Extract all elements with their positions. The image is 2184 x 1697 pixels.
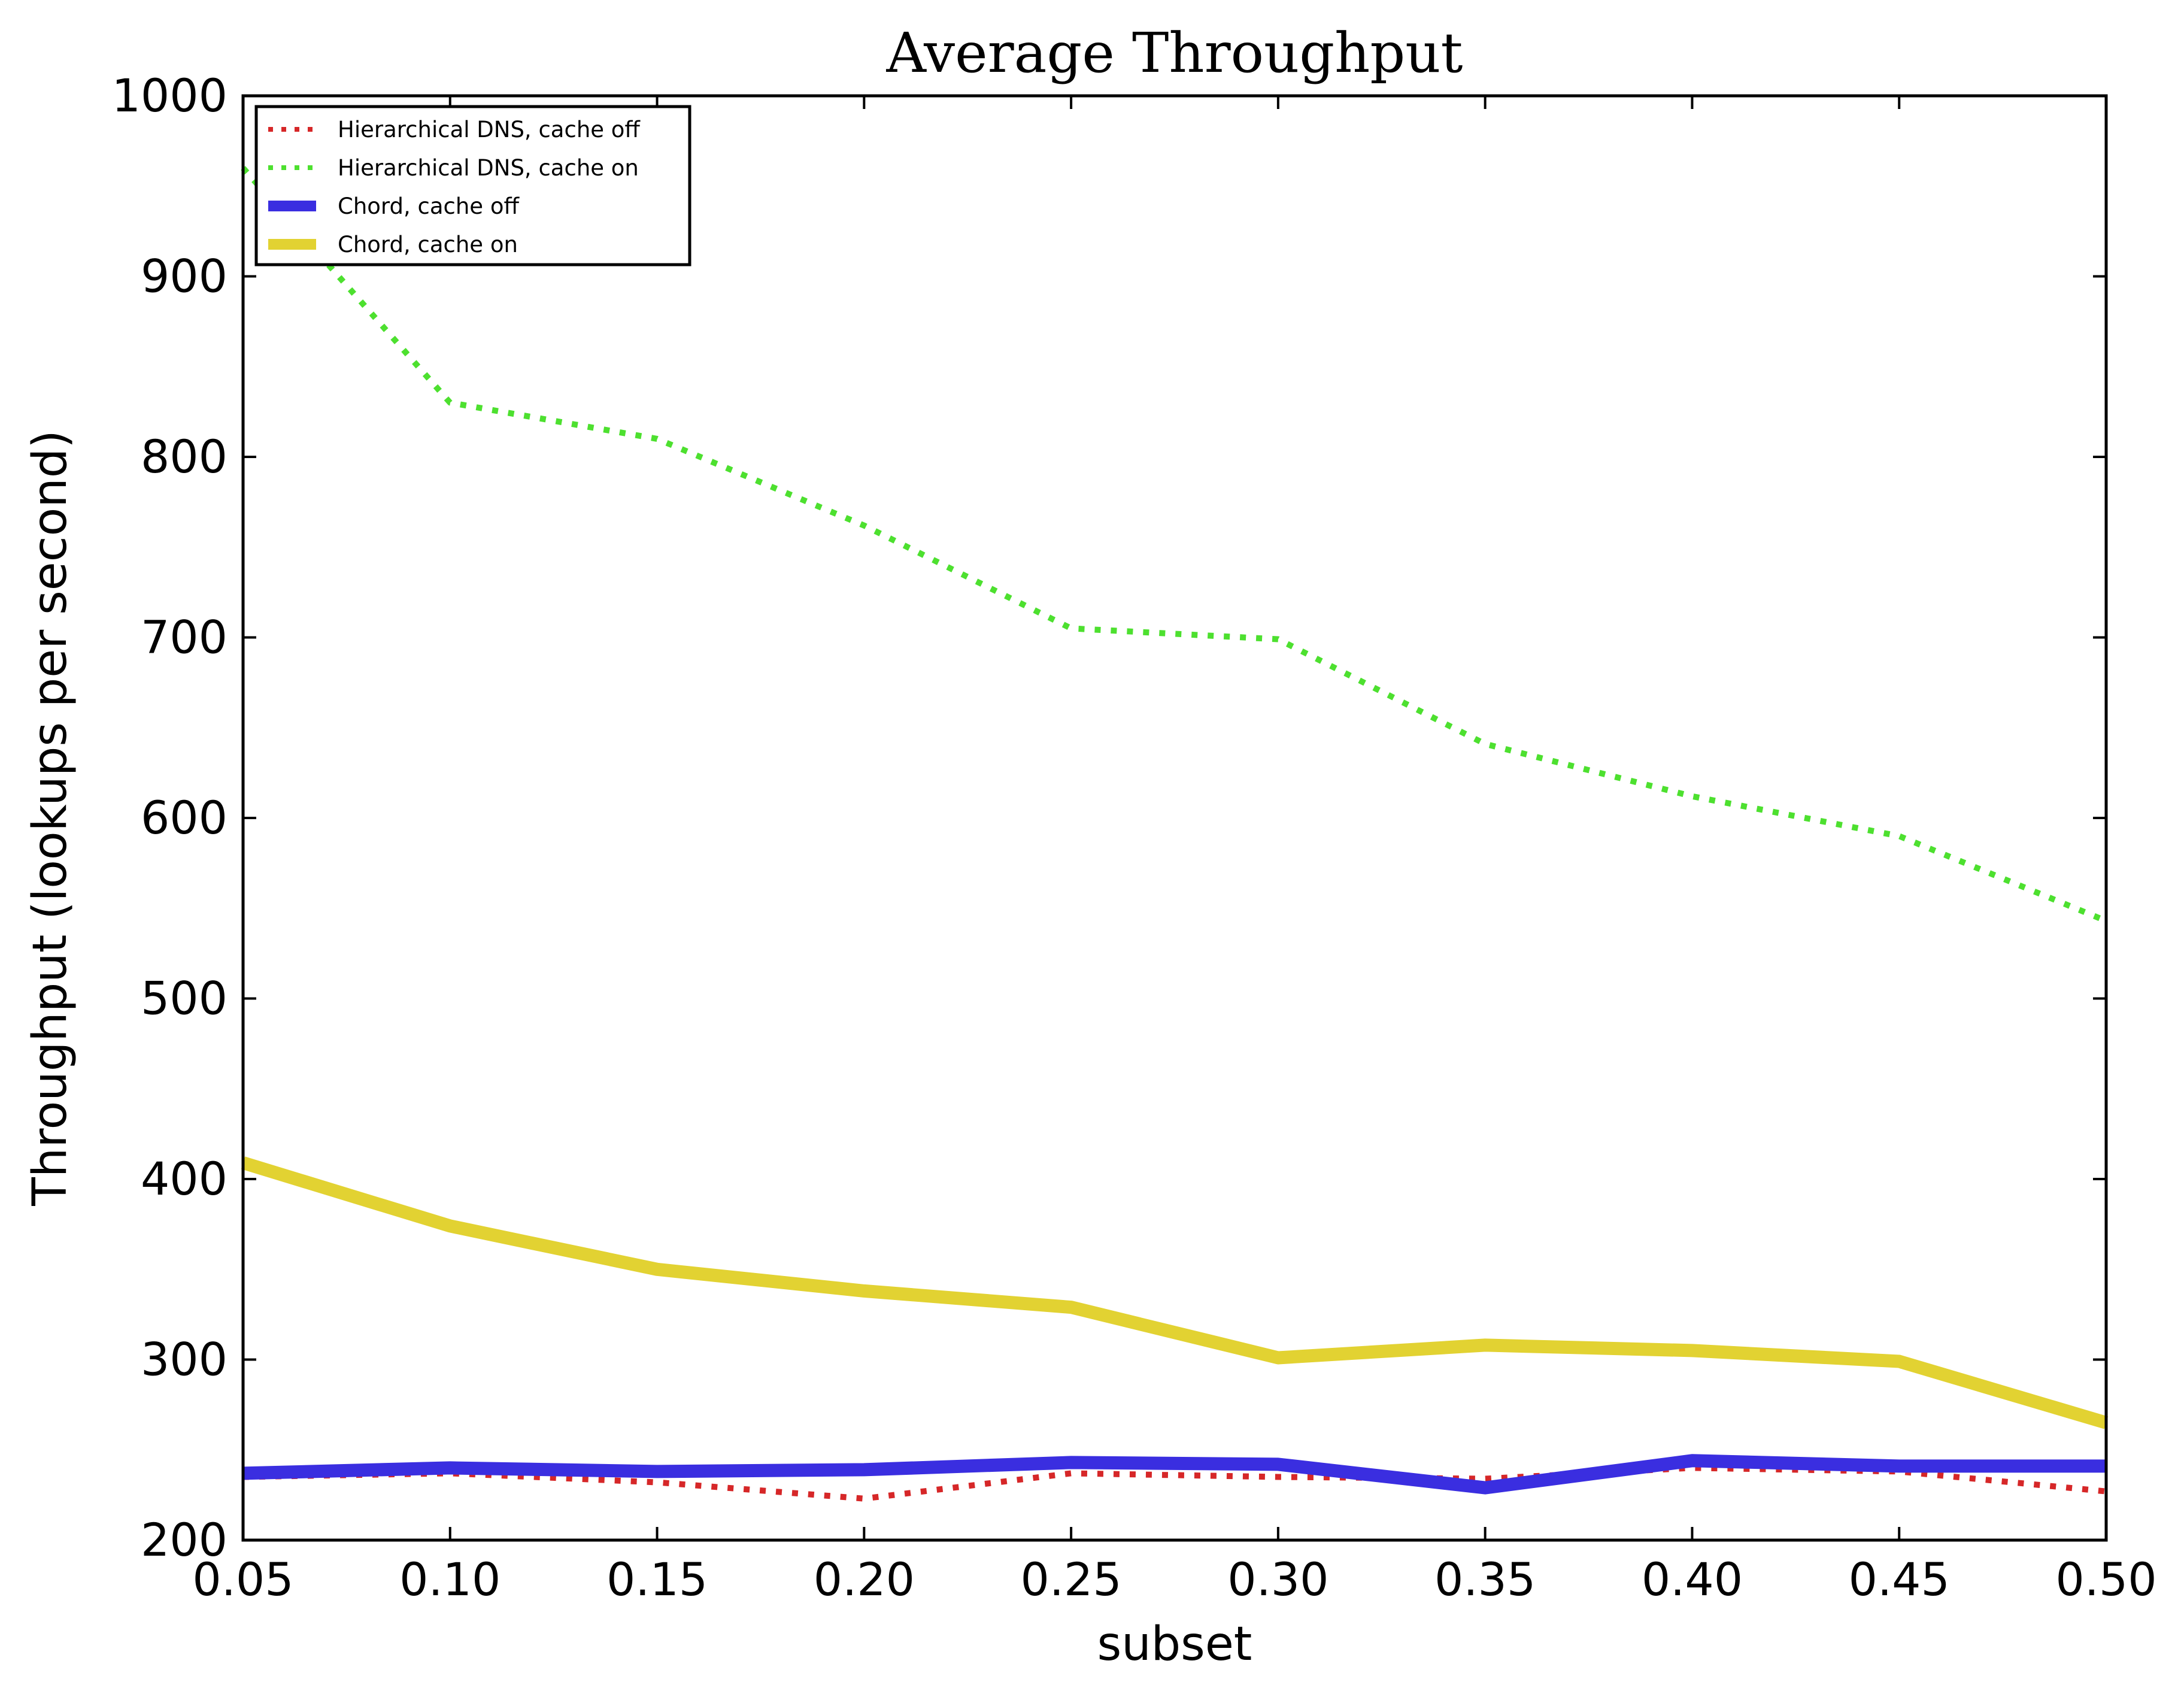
series-line-4 bbox=[241, 1156, 2109, 1429]
x-tick-label: 0.15 bbox=[606, 1553, 708, 1606]
x-tick-label: 0.20 bbox=[814, 1553, 915, 1606]
series-line-2 bbox=[241, 166, 2107, 924]
y-tick-label: 700 bbox=[141, 611, 228, 664]
y-tick-label: 800 bbox=[141, 430, 228, 483]
x-tick-label: 0.35 bbox=[1434, 1553, 1536, 1606]
legend-box bbox=[254, 105, 691, 266]
x-tick-label: 0.45 bbox=[1849, 1553, 1950, 1606]
x-tick-label: 0.50 bbox=[2055, 1553, 2156, 1606]
y-tick-label: 600 bbox=[141, 791, 228, 844]
x-tick-label: 0.30 bbox=[1227, 1553, 1328, 1606]
x-axis-label: subset bbox=[1097, 1617, 1252, 1671]
x-tick-label: 0.05 bbox=[192, 1553, 293, 1606]
legend-label: Hierarchical DNS, cache on bbox=[338, 155, 639, 181]
chart-title: Average Throughput bbox=[885, 21, 1463, 85]
tick-layer: 0.05 0.10 0.15 0.20 0.25 0.30 0.35 0.40 0.45 0.50… bbox=[112, 69, 2157, 1606]
y-tick-label: 900 bbox=[141, 250, 228, 303]
series-layer bbox=[241, 166, 2109, 1502]
y-tick-label: 400 bbox=[141, 1152, 228, 1205]
y-tick-label: 500 bbox=[141, 972, 228, 1025]
x-tick-label: 0.40 bbox=[1642, 1553, 1743, 1606]
x-tick-label: 0.25 bbox=[1021, 1553, 1122, 1606]
series-line-3 bbox=[242, 1454, 2106, 1495]
y-tick-label: 200 bbox=[141, 1513, 228, 1566]
x-tick-label: 0.10 bbox=[399, 1553, 500, 1606]
y-tick-label: 1000 bbox=[112, 69, 228, 122]
legend: Hierarchical DNS, cache off Hierarchical … bbox=[254, 105, 691, 266]
plot-frame bbox=[241, 94, 2108, 1542]
legend-label: Hierarchical DNS, cache off bbox=[338, 117, 641, 143]
legend-label: Chord, cache off bbox=[338, 193, 520, 219]
y-axis-label: Throughput (lookups per second) bbox=[23, 430, 77, 1207]
legend-label: Chord, cache on bbox=[338, 232, 518, 257]
y-tick-label: 300 bbox=[141, 1333, 228, 1386]
